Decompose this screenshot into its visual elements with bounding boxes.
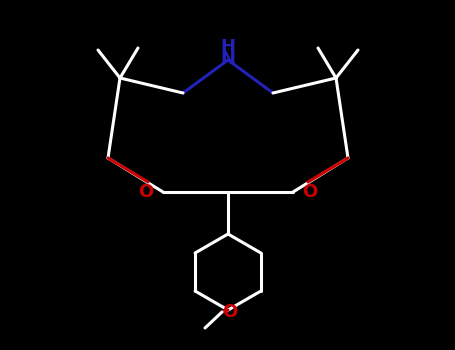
- Text: O: O: [222, 303, 238, 321]
- Text: N: N: [221, 50, 236, 68]
- Text: H: H: [221, 38, 236, 56]
- Text: O: O: [303, 183, 318, 201]
- Text: O: O: [138, 183, 154, 201]
